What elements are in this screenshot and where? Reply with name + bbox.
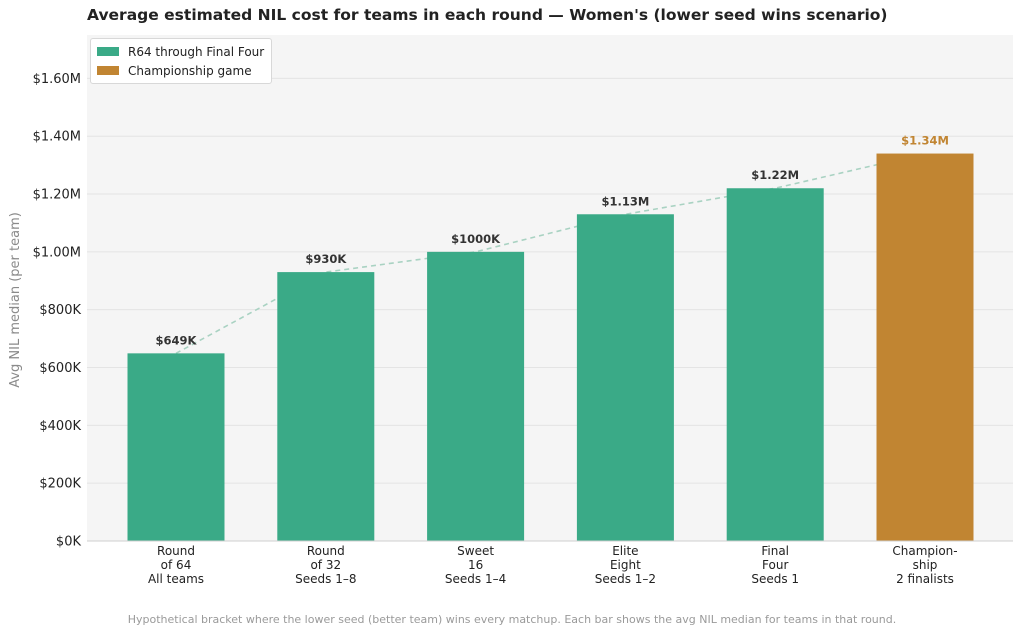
y-tick-label: $400K [39, 419, 81, 434]
x-tick-label: Seeds 1–8 [295, 572, 356, 586]
y-tick-label: $200K [39, 477, 81, 492]
legend-swatch-championship [97, 66, 119, 75]
data-label: $1.34M [901, 134, 949, 148]
x-tick-label: Seeds 1–4 [445, 572, 506, 586]
x-tick-label: Round [157, 544, 195, 558]
y-axis-label: Avg NIL median (per team) [8, 212, 23, 388]
plot-background [87, 35, 1013, 541]
trend-line [175, 152, 926, 355]
bar [876, 153, 974, 541]
y-tick-label: $600K [39, 361, 81, 376]
bar [127, 353, 225, 541]
y-tick-label: $1.40M [33, 130, 81, 145]
y-tick-label: $1.20M [33, 188, 81, 203]
legend-swatch-main [97, 47, 119, 56]
x-tick-label: Sweet [457, 544, 494, 558]
legend-item-main: R64 through Final Four [97, 42, 264, 61]
legend: R64 through Final Four Championship game [90, 38, 273, 84]
x-tick-label: Elite [612, 544, 638, 558]
bar [427, 251, 525, 541]
data-label: $1.13M [601, 194, 649, 208]
legend-label-championship: Championship game [128, 63, 252, 78]
x-tick-label: of 64 [161, 558, 192, 572]
data-label: $1000K [451, 232, 501, 246]
x-tick-label: Eight [610, 558, 641, 572]
bar [277, 272, 375, 541]
bar [726, 188, 824, 541]
x-tick-label: Four [762, 558, 788, 572]
x-tick-label: ship [913, 558, 938, 572]
data-label: $649K [156, 333, 198, 347]
x-tick-label: All teams [148, 572, 204, 586]
x-tick-label: Final [761, 544, 789, 558]
x-tick-label: Seeds 1–2 [595, 572, 656, 586]
x-tick-label: 2 finalists [896, 572, 954, 586]
x-tick-label: Champion- [892, 544, 957, 558]
legend-label-main: R64 through Final Four [128, 44, 265, 59]
y-tick-label: $1.60M [33, 72, 81, 87]
y-tick-label: $800K [39, 303, 81, 318]
x-tick-label: Seeds 1 [751, 572, 799, 586]
data-label: $930K [305, 252, 347, 266]
x-tick-label: of 32 [310, 558, 341, 572]
y-tick-label: $0K [56, 535, 82, 550]
legend-item-championship: Championship game [97, 61, 264, 80]
bar [576, 214, 674, 542]
footnote: Hypothetical bracket where the lower see… [127, 613, 897, 626]
y-tick-label: $1.00M [33, 245, 81, 260]
chart-title: Average estimated NIL cost for teams in … [87, 6, 888, 24]
x-tick-label: 16 [468, 558, 483, 572]
x-tick-label: Round [307, 544, 345, 558]
data-label: $1.22M [751, 168, 799, 182]
